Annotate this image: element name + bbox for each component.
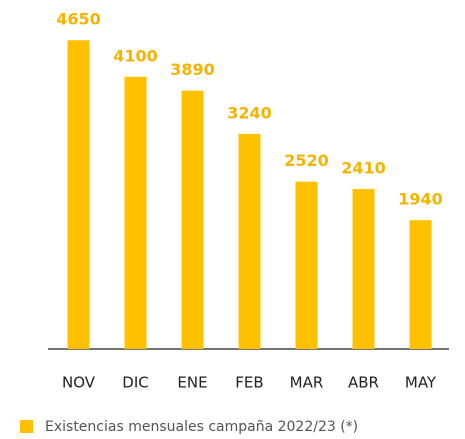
x-tick-label: MAR	[290, 374, 324, 392]
x-tick-label: MAY	[405, 374, 437, 392]
x-tick-label: ABR	[348, 374, 379, 392]
bar	[67, 40, 90, 350]
bar	[352, 188, 375, 349]
legend-swatch	[20, 420, 33, 433]
x-tick-label: DIC	[122, 374, 148, 392]
value-label: 4650	[56, 10, 101, 29]
x-tick-label: NOV	[62, 374, 96, 392]
bar	[181, 90, 204, 349]
value-label: 1940	[398, 190, 443, 209]
bar	[295, 181, 318, 349]
x-tick-label: FEB	[235, 374, 263, 392]
value-label: 3240	[227, 103, 272, 122]
bar	[124, 76, 147, 349]
value-label: 2410	[341, 158, 386, 177]
value-label: 2520	[284, 151, 329, 170]
value-label: 3890	[170, 60, 215, 79]
bar	[238, 133, 261, 349]
x-tick-label: ENE	[177, 374, 207, 392]
value-label: 4100	[113, 46, 158, 65]
legend-label: Existencias mensuales campaña 2022/23 (*…	[45, 419, 358, 435]
bar	[409, 220, 432, 349]
